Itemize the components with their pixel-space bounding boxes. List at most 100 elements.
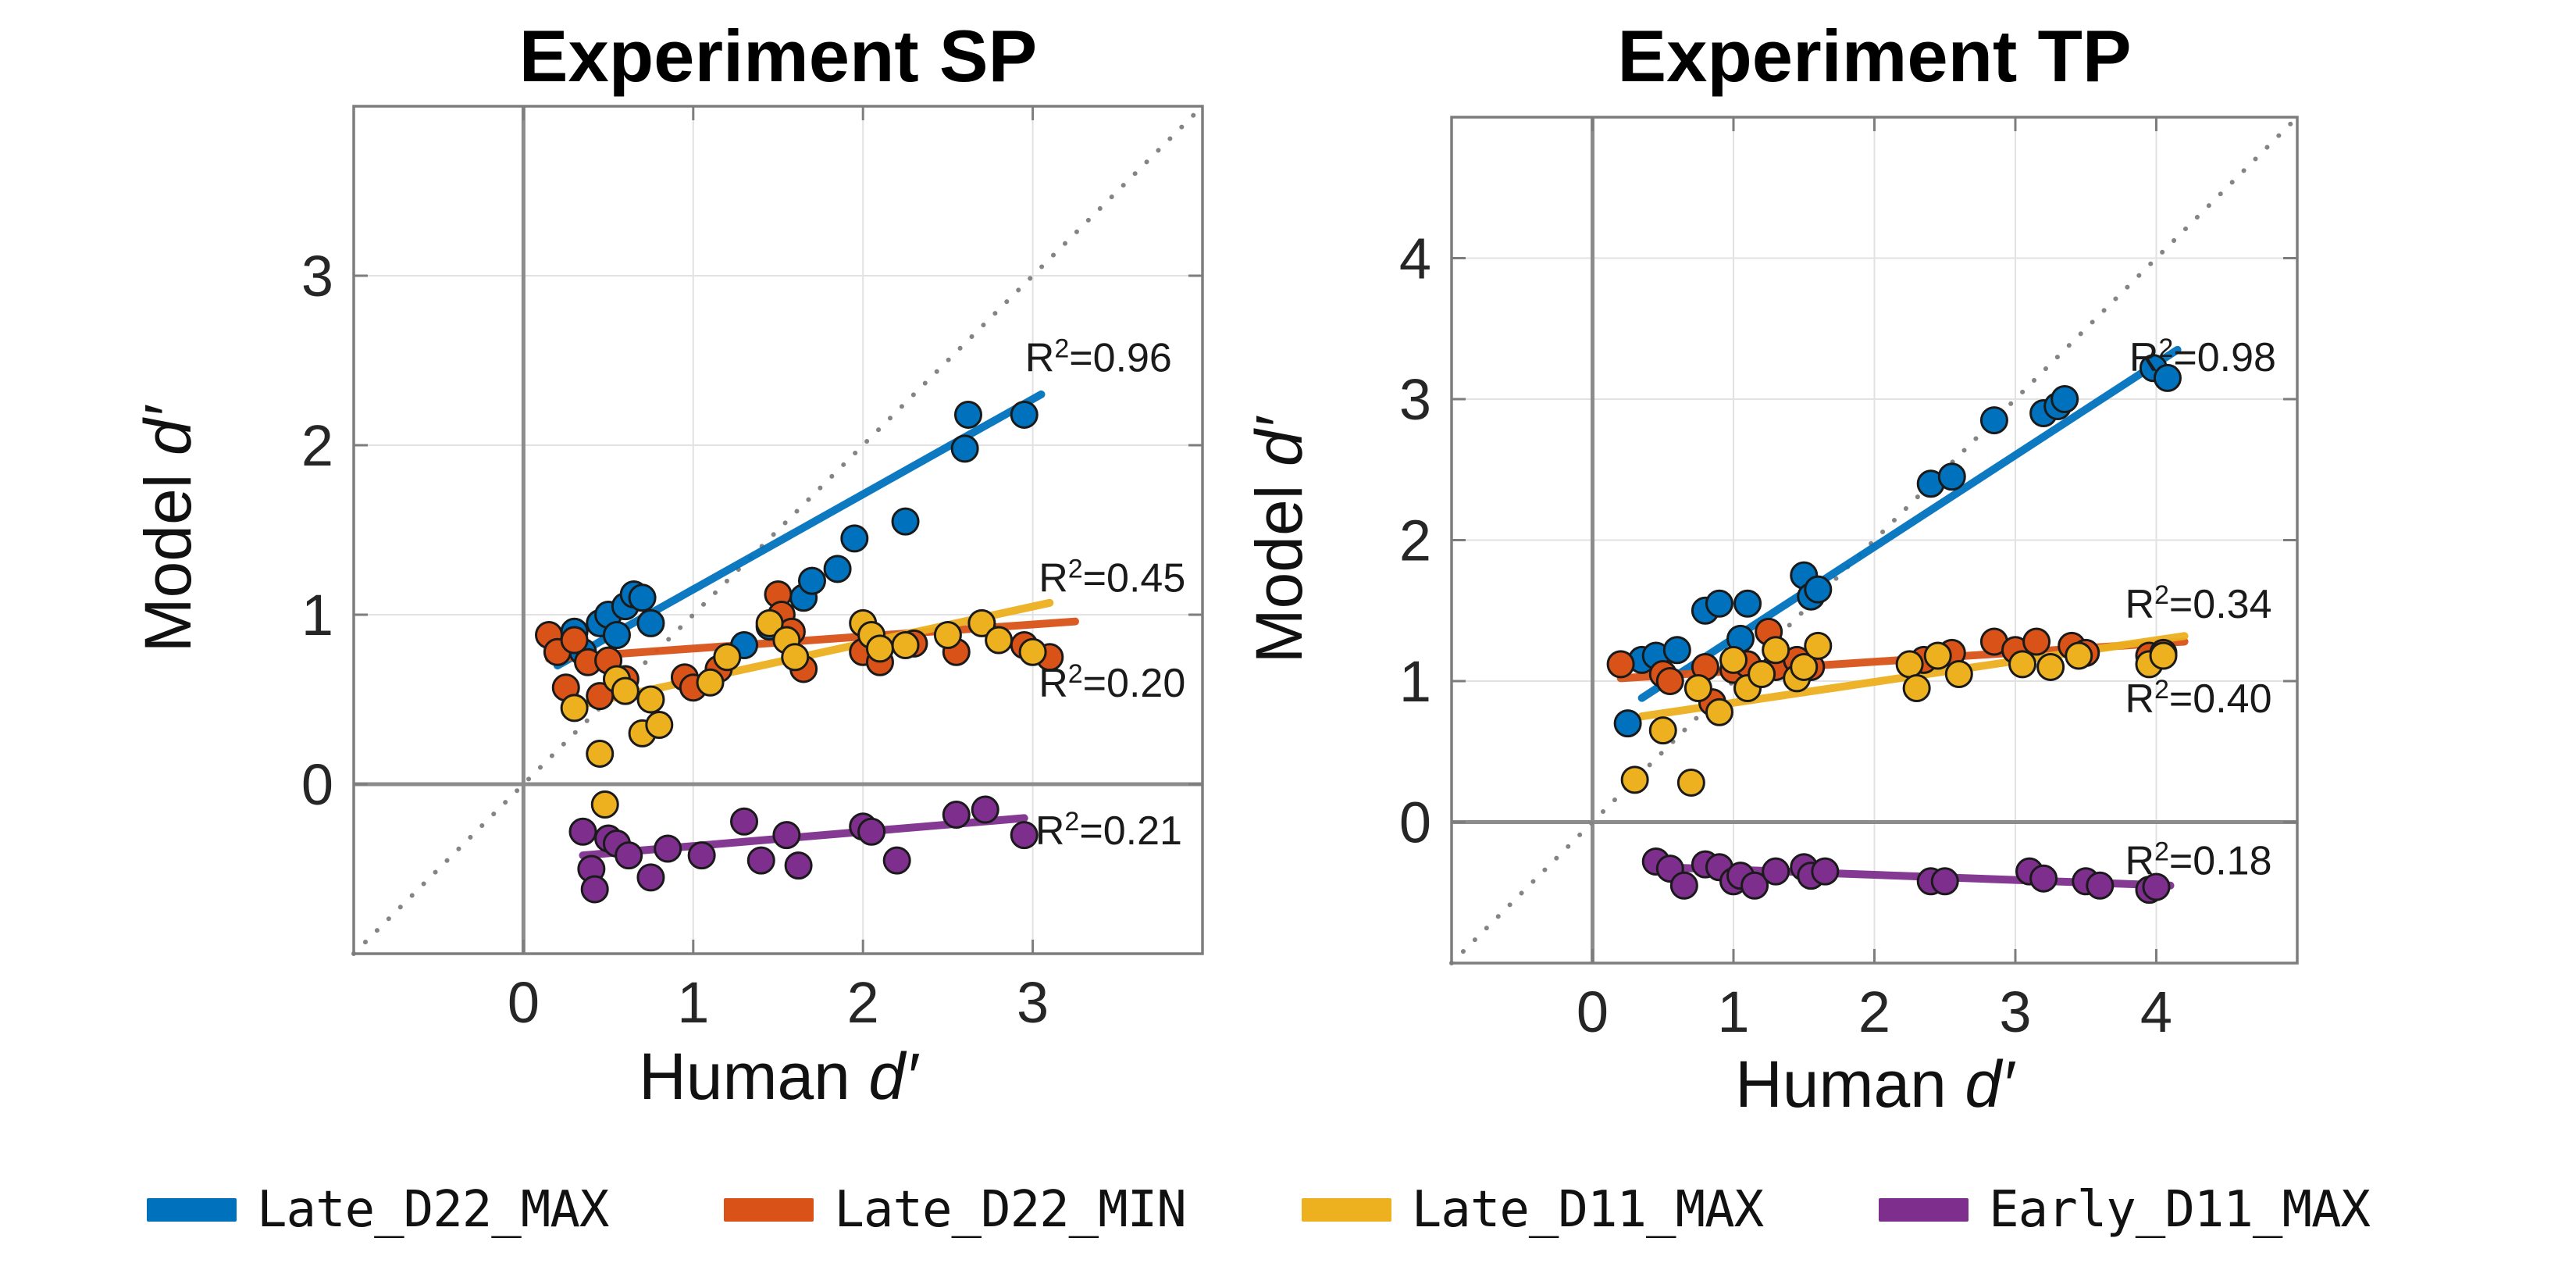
r2-annotation-Late_D22_MAX: R2=0.98 (2129, 334, 2276, 380)
scatter-point-Early_D11_MAX (971, 795, 999, 824)
y-tick-label: 4 (1399, 226, 1431, 291)
x-tick-label: 2 (1858, 979, 1890, 1044)
legend-swatch-orange (724, 1198, 814, 1222)
scatter-point-Late_D11_MAX (1676, 768, 1705, 797)
scatter-point-Early_D11_MAX (942, 801, 971, 830)
scatter-point-Late_D11_MAX (586, 739, 615, 768)
scatter-point-Late_D22_MAX (950, 434, 979, 463)
sp-chart: R2=0.96 R2=0.20 R2=0.45 R2=0.21 0 1 2 3 0 1 2 3 (301, 104, 1205, 1035)
r2-annotation-Late_D22_MIN: R2=0.20 (1039, 659, 1185, 706)
dprime-symbol: d′ (131, 406, 205, 456)
sp-yaxis-label: Model d′ (129, 295, 207, 764)
r2-annotation-Late_D22_MIN: R2=0.34 (2125, 580, 2271, 627)
scatter-point-Late_D11_MAX (636, 685, 665, 714)
scatter-point-Late_D11_MAX (985, 626, 1014, 655)
dprime-symbol: d′ (868, 1040, 917, 1113)
legend-swatch-blue (147, 1198, 237, 1222)
scatter-point-Late_D22_MAX (891, 507, 920, 536)
scatter-point-Late_D11_MAX (781, 643, 810, 672)
scatter-point-Early_D11_MAX (784, 851, 813, 880)
legend-swatch-yellow (1301, 1198, 1391, 1222)
sp-xaxis-label: Human d′ (354, 1039, 1202, 1115)
x-tick-label: 3 (1999, 979, 2031, 1044)
scatter-point-Late_D11_MAX (865, 634, 894, 663)
r2-annotation-Late_D11_MAX: R2=0.45 (1039, 554, 1185, 601)
scatter-point-Early_D11_MAX (568, 817, 597, 846)
scatter-point-Late_D11_MAX (2065, 641, 2093, 670)
scatter-point-Late_D22_MAX (797, 566, 826, 595)
scatter-point-Late_D22_MAX (2050, 385, 2079, 413)
y-tick-label: 3 (1399, 367, 1431, 432)
y-tick-label: 2 (301, 413, 333, 478)
scatter-point-Early_D11_MAX (882, 846, 911, 875)
scatter-point-Early_D11_MAX (730, 807, 759, 836)
scatter-point-Late_D11_MAX (1620, 765, 1649, 794)
r2-annotation-Early_D11_MAX: R2=0.18 (2125, 837, 2271, 883)
legend-item-Early_D11_MAX: Early_D11_MAX (1879, 1181, 2371, 1239)
scatter-point-Early_D11_MAX (857, 817, 886, 846)
scatter-point-Late_D11_MAX (1719, 645, 1748, 674)
scatter-point-Late_D22_MIN (1606, 650, 1635, 679)
y-tick-label: 2 (1399, 508, 1431, 573)
x-tick-label: 2 (847, 970, 879, 1035)
tp-yaxis-label: Model d′ (1240, 306, 1318, 775)
y-tick-label: 1 (301, 583, 333, 648)
xaxis-word: Human (1735, 1047, 1947, 1121)
scatter-point-Early_D11_MAX (746, 846, 775, 875)
sp-title: Experiment SP (518, 15, 1038, 97)
scatter-point-Early_D11_MAX (1930, 867, 1959, 896)
scatter-point-Late_D22_MAX (602, 621, 631, 650)
legend-label: Early_D11_MAX (1989, 1181, 2371, 1239)
legend-item-Late_D22_MIN: Late_D22_MIN (724, 1181, 1187, 1239)
x-tick-label: 4 (2140, 979, 2172, 1044)
scatter-point-Late_D22_MIN (2022, 627, 2051, 656)
tp-title: Experiment TP (1617, 15, 2132, 97)
scatter-point-Late_D11_MAX (2008, 650, 2037, 679)
scatter-point-Late_D11_MAX (891, 631, 920, 660)
scatter-point-Late_D22_MAX (2153, 363, 2182, 392)
scatter-point-Late_D11_MAX (696, 668, 725, 697)
legend: Late_D22_MAX Late_D22_MIN Late_D11_MAX Earl… (147, 1181, 2371, 1239)
scatter-point-Late_D11_MAX (611, 676, 640, 705)
scatter-point-Late_D11_MAX (1944, 659, 1973, 688)
scatter-point-Late_D11_MAX (1762, 636, 1790, 665)
scatter-point-Early_D11_MAX (2086, 871, 2115, 900)
scatter-point-Late_D11_MAX (713, 643, 742, 672)
x-tick-label: 3 (1017, 970, 1049, 1035)
xaxis-word: Human (639, 1040, 850, 1113)
scatter-point-Early_D11_MAX (580, 875, 609, 904)
identity-line (351, 104, 1205, 956)
yaxis-word: Model (131, 473, 205, 653)
scatter-point-Early_D11_MAX (772, 821, 801, 850)
x-tick-label: 1 (1717, 979, 1749, 1044)
identity-line (1449, 115, 2300, 965)
scatter-point-Late_D11_MAX (2036, 652, 2065, 681)
y-tick-label: 3 (301, 244, 333, 309)
scatter-point-Late_D22_MAX (823, 555, 852, 583)
scatter-point-Late_D11_MAX (1895, 650, 1924, 679)
scatter-point-Late_D11_MAX (1018, 637, 1047, 666)
scatter-point-Late_D11_MAX (590, 790, 619, 819)
scatter-point-Early_D11_MAX (1811, 857, 1840, 886)
scatter-point-Late_D11_MAX (645, 711, 674, 740)
plot-box (352, 105, 1204, 955)
legend-item-Late_D11_MAX: Late_D11_MAX (1301, 1181, 1764, 1239)
scatter-point-Late_D22_MAX (1010, 400, 1039, 429)
scatter-point-Early_D11_MAX (615, 841, 643, 870)
scatter-point-Early_D11_MAX (1669, 871, 1698, 900)
scatter-point-Late_D11_MAX (2149, 641, 2178, 670)
y-tick-label: 0 (301, 752, 333, 817)
x-tick-label: 1 (677, 970, 709, 1035)
scatter-point-Late_D22_MAX (840, 524, 869, 553)
scatter-point-Late_D22_MAX (628, 583, 657, 612)
tp-chart: R2=0.98 R2=0.34 R2=0.40 R2=0.18 0 1 2 3 4 0 1 2 3 4 (1399, 115, 2300, 1044)
x-tick-label: 0 (508, 970, 540, 1035)
r2-annotation-Early_D11_MAX: R2=0.21 (1035, 807, 1182, 854)
scatter-point-Late_D22_MIN (560, 626, 589, 655)
scatter-point-Late_D11_MAX (560, 694, 589, 722)
scatter-point-Early_D11_MAX (636, 863, 665, 892)
scatter-point-Late_D22_MAX (1733, 589, 1762, 618)
legend-label: Late_D22_MAX (257, 1181, 609, 1239)
scatter-point-Late_D22_MAX (1979, 406, 2008, 435)
